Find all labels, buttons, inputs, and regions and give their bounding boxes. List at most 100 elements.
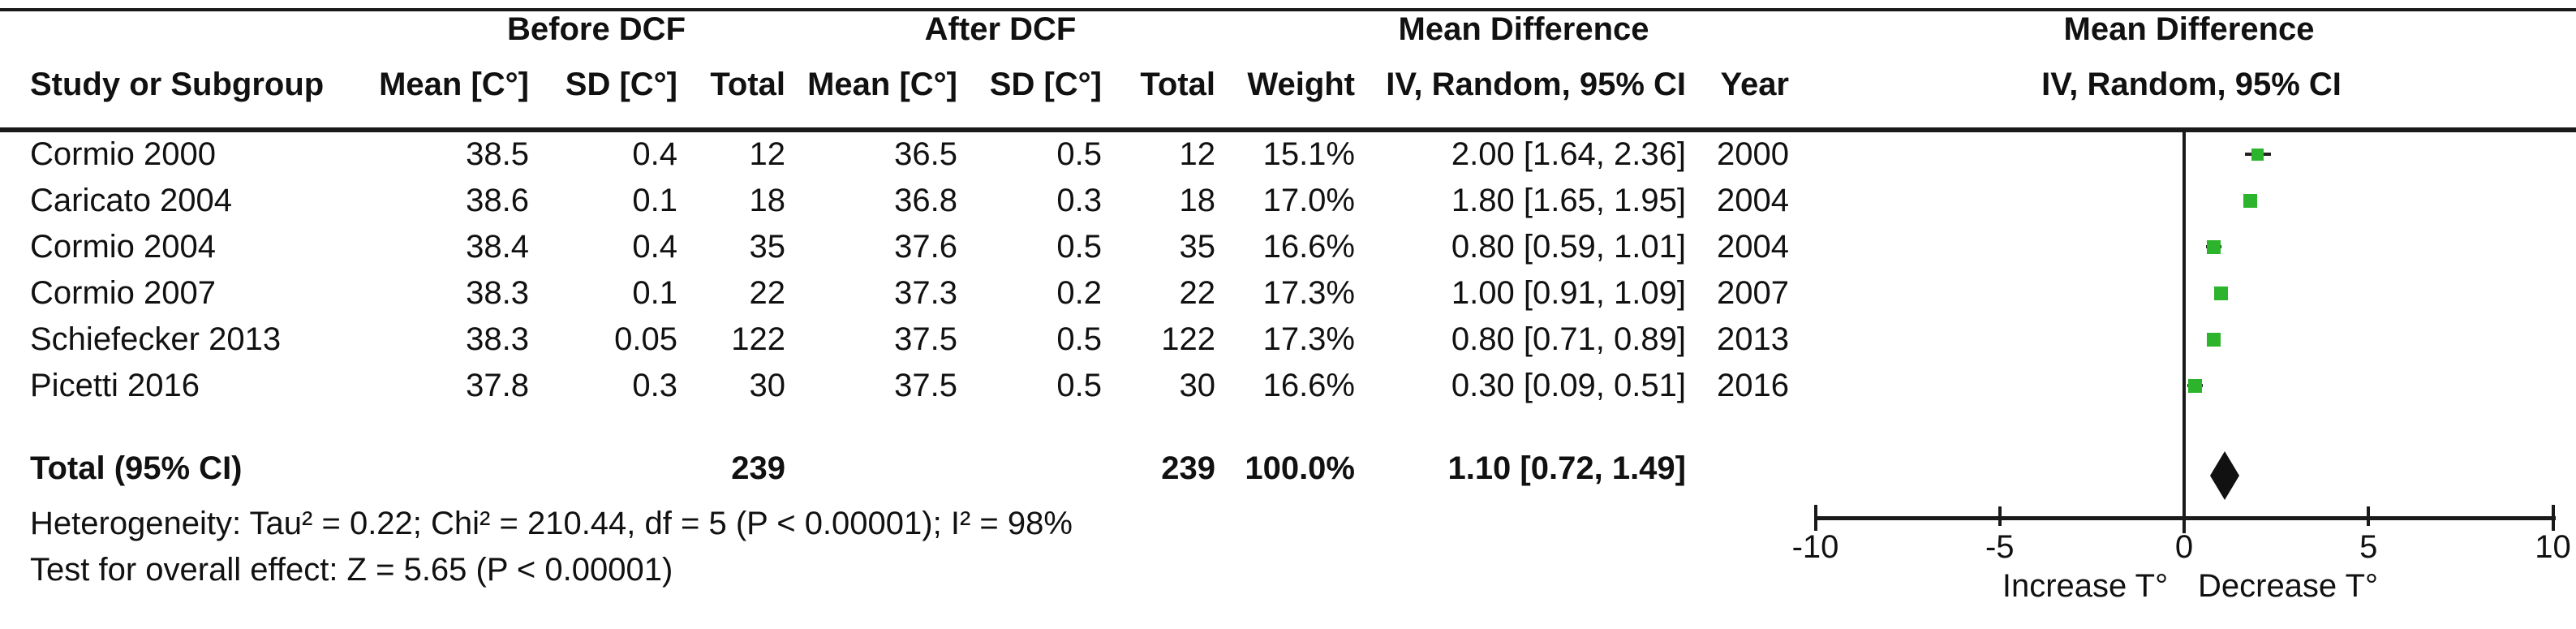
total-label: Total (95% CI) — [30, 450, 243, 486]
cell-sd1: 0.05 — [614, 321, 677, 357]
cell-mean1: 38.5 — [466, 136, 529, 172]
cell-weight: 17.3% — [1262, 321, 1355, 357]
axis-tick — [1998, 506, 2002, 526]
cell-mean1: 38.4 — [466, 229, 529, 265]
cell-mean2: 37.5 — [894, 321, 957, 357]
axis-tick-label: 0 — [2174, 529, 2194, 565]
heterogeneity-stats: Heterogeneity: Tau² = 0.22; Chi² = 210.4… — [30, 506, 1073, 541]
cell-ci: 0.80 [0.59, 1.01] — [1451, 229, 1686, 265]
axis-tick — [1813, 505, 1817, 531]
table-row: Cormio 2000 38.5 0.4 12 36.5 0.5 12 15.1% 2.00 [… — [0, 131, 2576, 178]
group-header-mean-difference: Mean Difference — [1398, 11, 1649, 47]
axis-tick — [2367, 506, 2371, 526]
table-row: Picetti 2016 37.8 0.3 30 37.5 0.5 30 16.6% 0.30 … — [0, 363, 2576, 409]
cell-year: 2004 — [1717, 229, 1789, 265]
column-header-sd-before: SD [C°] — [565, 67, 677, 102]
axis-label-increase: Increase T° — [2002, 568, 2169, 604]
cell-total2: 35 — [1179, 229, 1216, 265]
cell-mean2: 36.5 — [894, 136, 957, 172]
cell-study: Caricato 2004 — [30, 183, 233, 218]
total-ci: 1.10 [0.72, 1.49] — [1447, 450, 1686, 486]
cell-mean2: 37.5 — [894, 368, 957, 403]
study-marker — [2243, 193, 2258, 208]
cell-sd1: 0.1 — [632, 183, 677, 218]
cell-sd2: 0.2 — [1056, 275, 1102, 311]
column-header-total-after: Total — [1140, 67, 1215, 102]
cell-total1: 12 — [749, 136, 786, 172]
table-row: Caricato 2004 38.6 0.1 18 36.8 0.3 18 17.0% 1.80… — [0, 178, 2576, 224]
overall-effect-stats: Test for overall effect: Z = 5.65 (P < 0… — [30, 552, 673, 588]
cell-weight: 17.0% — [1262, 183, 1355, 218]
cell-sd1: 0.4 — [632, 229, 677, 265]
total-before-n: 239 — [731, 450, 785, 486]
cell-mean1: 38.3 — [466, 321, 529, 357]
cell-ci: 1.80 [1.65, 1.95] — [1451, 183, 1686, 218]
cell-sd2: 0.3 — [1056, 183, 1102, 218]
cell-sd1: 0.1 — [632, 275, 677, 311]
cell-weight: 17.3% — [1262, 275, 1355, 311]
cell-total1: 122 — [731, 321, 785, 357]
cell-study: Cormio 2007 — [30, 275, 217, 311]
cell-year: 2013 — [1717, 321, 1789, 357]
cell-study: Schiefecker 2013 — [30, 321, 282, 357]
cell-ci: 2.00 [1.64, 2.36] — [1451, 136, 1686, 172]
study-marker — [2206, 239, 2221, 254]
axis-tick-label: 10 — [2535, 529, 2571, 565]
table-row: Schiefecker 2013 38.3 0.05 122 37.5 0.5 122 17.… — [0, 317, 2576, 363]
cell-sd1: 0.4 — [632, 136, 677, 172]
plot-subtitle-iv-random: IV, Random, 95% CI — [2041, 67, 2342, 102]
cell-mean1: 38.3 — [466, 275, 529, 311]
cell-sd1: 0.3 — [632, 368, 677, 403]
table-row: Cormio 2004 38.4 0.4 35 37.6 0.5 35 16.6% 0.80 [… — [0, 224, 2576, 270]
cell-sd2: 0.5 — [1056, 229, 1102, 265]
axis-tick — [2183, 506, 2186, 526]
study-marker — [2188, 378, 2203, 393]
cell-year: 2007 — [1717, 275, 1789, 311]
cell-ci: 1.00 [0.91, 1.09] — [1451, 275, 1686, 311]
cell-year: 2016 — [1717, 368, 1789, 403]
cell-total1: 30 — [749, 368, 786, 403]
cell-sd2: 0.5 — [1056, 368, 1102, 403]
total-weight: 100.0% — [1245, 450, 1355, 486]
cell-weight: 16.6% — [1262, 229, 1355, 265]
axis-tick-label: -10 — [1791, 529, 1839, 565]
column-header-mean-before: Mean [C°] — [379, 67, 529, 102]
cell-study: Picetti 2016 — [30, 368, 200, 403]
cell-study: Cormio 2004 — [30, 229, 217, 265]
column-header-weight: Weight — [1247, 67, 1355, 102]
cell-year: 2004 — [1717, 183, 1789, 218]
column-header-study: Study or Subgroup — [30, 67, 325, 102]
cell-total2: 30 — [1179, 368, 1216, 403]
study-marker — [2213, 286, 2228, 300]
cell-total2: 122 — [1161, 321, 1215, 357]
axis-tick-label: 5 — [2359, 529, 2378, 565]
column-header-iv-random: IV, Random, 95% CI — [1386, 67, 1686, 102]
cell-study: Cormio 2000 — [30, 136, 217, 172]
plot-title-mean-difference: Mean Difference — [2063, 11, 2315, 47]
cell-total2: 22 — [1179, 275, 1216, 311]
cell-mean1: 38.6 — [466, 183, 529, 218]
column-header-row: Study or Subgroup Mean [C°] SD [C°] Tota… — [0, 62, 2576, 108]
total-after-n: 239 — [1161, 450, 1215, 486]
cell-sd2: 0.5 — [1056, 136, 1102, 172]
column-header-total-before: Total — [710, 67, 785, 102]
cell-sd2: 0.5 — [1056, 321, 1102, 357]
cell-ci: 0.30 [0.09, 0.51] — [1451, 368, 1686, 403]
cell-ci: 0.80 [0.71, 0.89] — [1451, 321, 1686, 357]
top-rule — [0, 8, 2576, 11]
cell-mean2: 37.3 — [894, 275, 957, 311]
axis-label-decrease: Decrease T° — [2197, 568, 2378, 604]
cell-total1: 18 — [749, 183, 786, 218]
column-header-year: Year — [1720, 67, 1789, 102]
column-header-mean-after: Mean [C°] — [807, 67, 957, 102]
axis-tick — [2551, 505, 2555, 531]
total-row: Total (95% CI) 239 239 100.0% 1.10 [0.72… — [0, 446, 2576, 492]
cell-total1: 22 — [749, 275, 786, 311]
cell-mean2: 36.8 — [894, 183, 957, 218]
cell-weight: 15.1% — [1262, 136, 1355, 172]
axis-tick-label: -5 — [1985, 529, 2015, 565]
cell-total2: 18 — [1179, 183, 1216, 218]
study-marker — [2206, 332, 2221, 347]
table-row: Cormio 2007 38.3 0.1 22 37.3 0.2 22 17.3% 1.00 [… — [0, 270, 2576, 317]
